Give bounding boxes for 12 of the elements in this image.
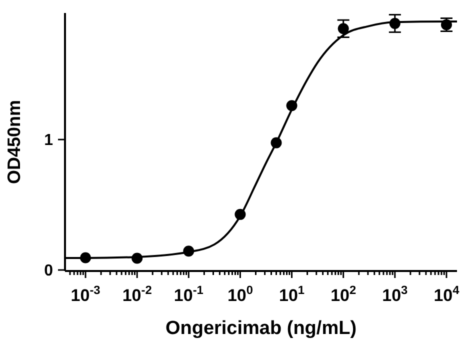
- x-axis-title: Ongericimab (ng/mL): [165, 318, 357, 339]
- y-tick-label: 0: [44, 262, 54, 280]
- x-tick-label: 10$^{3}$: [382, 283, 408, 305]
- x-tick-label: 10$^{-1}$: [174, 283, 204, 305]
- x-tick-label: 10$^{0}$: [227, 283, 254, 305]
- x-tick-label: 10$^{1}$: [279, 283, 305, 305]
- y-axis-title: OD450nm: [4, 100, 24, 184]
- x-tick-label: 10$^{-2}$: [122, 283, 152, 305]
- x-tick-label: 10$^{2}$: [330, 283, 356, 305]
- x-tick-label: 10$^{4}$: [434, 283, 460, 305]
- x-tick-label: 10$^{-3}$: [70, 283, 101, 305]
- y-tick-label: 1: [44, 132, 54, 150]
